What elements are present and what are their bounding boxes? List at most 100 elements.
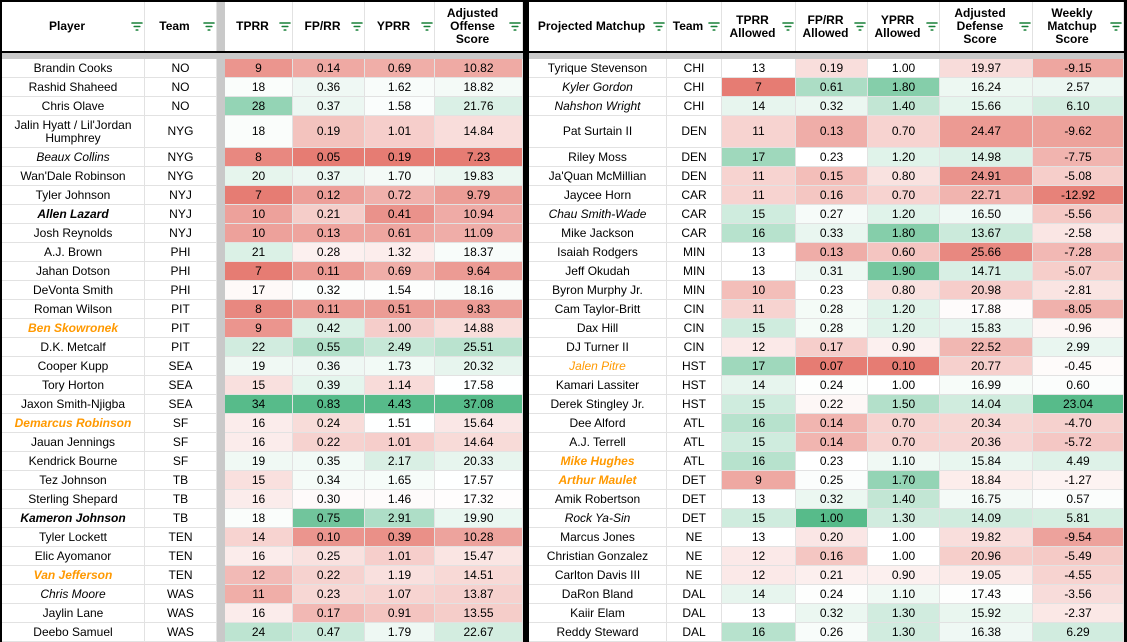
tprr-allowed-cell[interactable]: 10 — [722, 281, 796, 300]
fprr-cell[interactable]: 0.28 — [293, 243, 365, 262]
matchup-cell[interactable]: Byron Murphy Jr. — [529, 281, 667, 300]
player-cell[interactable]: Deebo Samuel — [2, 623, 145, 642]
fprr-cell[interactable]: 0.47 — [293, 623, 365, 642]
filter-icon[interactable] — [508, 20, 521, 33]
fprr-allowed-cell[interactable]: 0.28 — [796, 319, 868, 338]
adjusted-defense-score-cell[interactable]: 16.99 — [940, 376, 1033, 395]
tprr-allowed-cell[interactable]: 13 — [722, 243, 796, 262]
fprr-allowed-cell[interactable]: 0.14 — [796, 433, 868, 452]
adjusted-defense-score-cell[interactable]: 20.36 — [940, 433, 1033, 452]
weekly-matchup-score-cell[interactable]: -2.58 — [1033, 224, 1124, 243]
weekly-matchup-score-cell[interactable]: 0.57 — [1033, 490, 1124, 509]
weekly-matchup-score-cell[interactable]: -12.92 — [1033, 186, 1124, 205]
fprr-cell[interactable]: 0.39 — [293, 376, 365, 395]
team-cell[interactable]: CAR — [667, 224, 722, 243]
yprr-allowed-cell[interactable]: 1.40 — [868, 490, 940, 509]
yprr-allowed-cell[interactable]: 1.00 — [868, 376, 940, 395]
fprr-cell[interactable]: 0.11 — [293, 300, 365, 319]
tprr-cell[interactable]: 14 — [225, 528, 293, 547]
yprr-cell[interactable]: 1.73 — [365, 357, 435, 376]
fprr-allowed-cell[interactable]: 0.23 — [796, 452, 868, 471]
yprr-allowed-cell[interactable]: 1.90 — [868, 262, 940, 281]
team-cell[interactable]: MIN — [667, 281, 722, 300]
team-cell[interactable]: PIT — [145, 338, 217, 357]
header-cell-team[interactable]: Team — [667, 2, 722, 51]
tprr-cell[interactable]: 16 — [225, 547, 293, 566]
fprr-cell[interactable]: 0.36 — [293, 357, 365, 376]
fprr-cell[interactable]: 0.55 — [293, 338, 365, 357]
team-cell[interactable]: NO — [145, 97, 217, 116]
team-cell[interactable]: SEA — [145, 376, 217, 395]
yprr-cell[interactable]: 0.72 — [365, 186, 435, 205]
fprr-allowed-cell[interactable]: 0.24 — [796, 585, 868, 604]
adjusted-offense-score-cell[interactable]: 37.08 — [435, 395, 523, 414]
weekly-matchup-score-cell[interactable]: 6.10 — [1033, 97, 1124, 116]
adjusted-defense-score-cell[interactable]: 14.98 — [940, 148, 1033, 167]
tprr-allowed-cell[interactable]: 7 — [722, 78, 796, 97]
player-cell[interactable]: Chris Olave — [2, 97, 145, 116]
team-cell[interactable]: TB — [145, 471, 217, 490]
tprr-cell[interactable]: 18 — [225, 78, 293, 97]
adjusted-defense-score-cell[interactable]: 14.04 — [940, 395, 1033, 414]
matchup-cell[interactable]: Mike Jackson — [529, 224, 667, 243]
team-cell[interactable]: CIN — [667, 338, 722, 357]
matchup-cell[interactable]: Nahshon Wright — [529, 97, 667, 116]
matchup-cell[interactable]: Dee Alford — [529, 414, 667, 433]
adjusted-defense-score-cell[interactable]: 22.71 — [940, 186, 1033, 205]
yprr-cell[interactable]: 1.46 — [365, 490, 435, 509]
fprr-allowed-cell[interactable]: 0.23 — [796, 281, 868, 300]
adjusted-offense-score-cell[interactable]: 14.64 — [435, 433, 523, 452]
weekly-matchup-score-cell[interactable]: -2.37 — [1033, 604, 1124, 623]
tprr-allowed-cell[interactable]: 15 — [722, 205, 796, 224]
yprr-cell[interactable]: 2.91 — [365, 509, 435, 528]
player-cell[interactable]: Josh Reynolds — [2, 224, 145, 243]
adjusted-defense-score-cell[interactable]: 20.96 — [940, 547, 1033, 566]
tprr-allowed-cell[interactable]: 17 — [722, 148, 796, 167]
matchup-cell[interactable]: DJ Turner II — [529, 338, 667, 357]
yprr-allowed-cell[interactable]: 0.70 — [868, 186, 940, 205]
adjusted-defense-score-cell[interactable]: 20.98 — [940, 281, 1033, 300]
tprr-cell[interactable]: 22 — [225, 338, 293, 357]
yprr-allowed-cell[interactable]: 0.70 — [868, 414, 940, 433]
player-cell[interactable]: Jaxon Smith-Njigba — [2, 395, 145, 414]
filter-icon[interactable] — [202, 20, 215, 33]
yprr-allowed-cell[interactable]: 0.90 — [868, 566, 940, 585]
team-cell[interactable]: NE — [667, 566, 722, 585]
fprr-cell[interactable]: 0.34 — [293, 471, 365, 490]
team-cell[interactable]: PHI — [145, 243, 217, 262]
weekly-matchup-score-cell[interactable]: -4.70 — [1033, 414, 1124, 433]
adjusted-offense-score-cell[interactable]: 18.37 — [435, 243, 523, 262]
matchup-cell[interactable]: Derek Stingley Jr. — [529, 395, 667, 414]
yprr-cell[interactable]: 1.54 — [365, 281, 435, 300]
matchup-cell[interactable]: Chau Smith-Wade — [529, 205, 667, 224]
team-cell[interactable]: CIN — [667, 319, 722, 338]
team-cell[interactable]: NYG — [145, 148, 217, 167]
matchup-cell[interactable]: Marcus Jones — [529, 528, 667, 547]
filter-icon[interactable] — [781, 20, 794, 33]
adjusted-defense-score-cell[interactable]: 13.67 — [940, 224, 1033, 243]
team-cell[interactable]: DAL — [667, 604, 722, 623]
matchup-cell[interactable]: Ja'Quan McMillian — [529, 167, 667, 186]
fprr-cell[interactable]: 0.12 — [293, 186, 365, 205]
team-cell[interactable]: CAR — [667, 186, 722, 205]
header-cell-adjusted-defense-score[interactable]: Adjusted Defense Score — [940, 2, 1033, 51]
tprr-allowed-cell[interactable]: 13 — [722, 262, 796, 281]
fprr-cell[interactable]: 0.37 — [293, 97, 365, 116]
player-cell[interactable]: A.J. Brown — [2, 243, 145, 262]
fprr-allowed-cell[interactable]: 0.23 — [796, 148, 868, 167]
tprr-allowed-cell[interactable]: 17 — [722, 357, 796, 376]
tprr-cell[interactable]: 17 — [225, 281, 293, 300]
team-cell[interactable]: WAS — [145, 623, 217, 642]
fprr-cell[interactable]: 0.23 — [293, 585, 365, 604]
yprr-cell[interactable]: 1.14 — [365, 376, 435, 395]
team-cell[interactable]: CHI — [667, 97, 722, 116]
adjusted-defense-score-cell[interactable]: 24.47 — [940, 116, 1033, 148]
adjusted-offense-score-cell[interactable]: 10.82 — [435, 59, 523, 78]
tprr-cell[interactable]: 19 — [225, 452, 293, 471]
adjusted-offense-score-cell[interactable]: 17.57 — [435, 471, 523, 490]
matchup-cell[interactable]: Christian Gonzalez — [529, 547, 667, 566]
team-cell[interactable]: NYJ — [145, 186, 217, 205]
weekly-matchup-score-cell[interactable]: 6.29 — [1033, 623, 1124, 642]
player-cell[interactable]: Sterling Shepard — [2, 490, 145, 509]
adjusted-defense-score-cell[interactable]: 17.43 — [940, 585, 1033, 604]
